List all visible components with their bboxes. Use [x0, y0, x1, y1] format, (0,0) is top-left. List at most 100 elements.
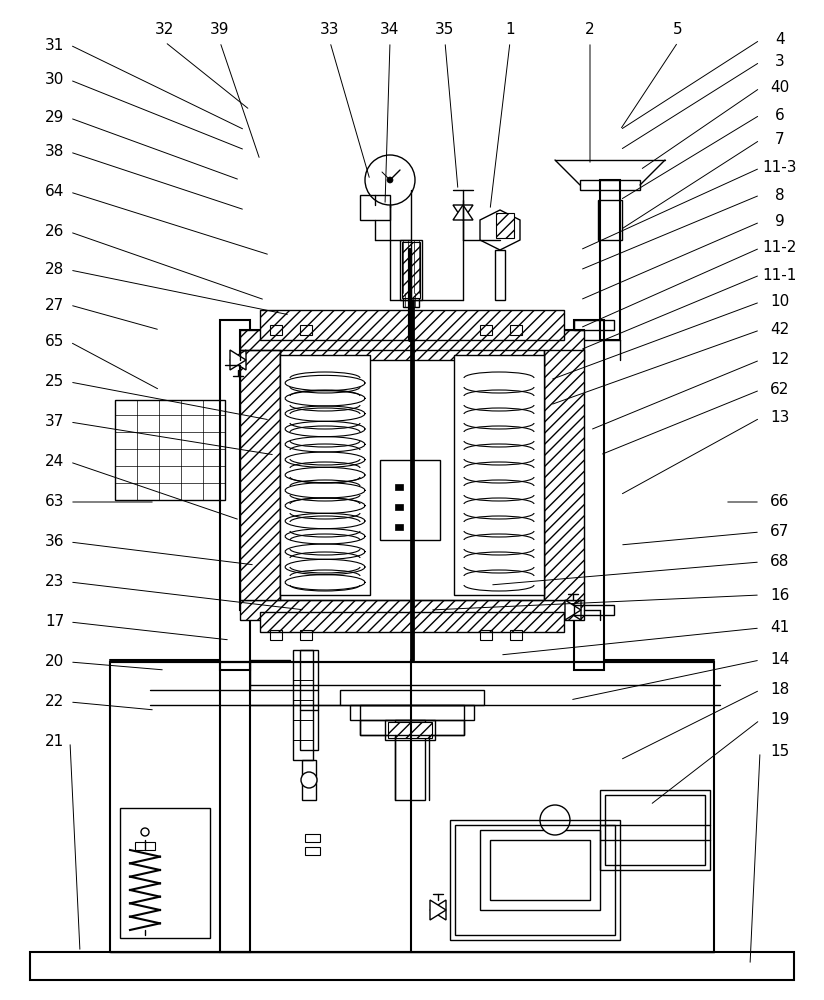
Text: 64: 64 — [45, 184, 65, 200]
Bar — [395, 484, 403, 490]
Polygon shape — [453, 205, 473, 220]
Text: 29: 29 — [45, 110, 65, 125]
Text: 41: 41 — [770, 620, 789, 636]
Text: 38: 38 — [45, 144, 65, 159]
Text: 6: 6 — [775, 107, 785, 122]
Bar — [600, 790, 710, 870]
Bar — [220, 320, 250, 670]
Bar — [380, 460, 440, 540]
Bar — [454, 355, 544, 595]
Bar — [135, 842, 155, 850]
Bar — [598, 200, 622, 240]
Bar — [360, 720, 464, 735]
Bar — [385, 720, 435, 740]
Bar — [574, 320, 614, 330]
Bar — [360, 705, 464, 735]
Bar — [450, 820, 620, 940]
Bar — [480, 830, 600, 910]
Text: 42: 42 — [770, 322, 789, 338]
Polygon shape — [230, 350, 246, 370]
Text: 22: 22 — [45, 694, 64, 710]
Text: 35: 35 — [435, 22, 455, 37]
Text: 23: 23 — [45, 574, 65, 589]
Text: 19: 19 — [770, 712, 789, 728]
Text: 3: 3 — [775, 54, 785, 70]
Bar — [340, 690, 484, 705]
Text: 11-3: 11-3 — [763, 160, 798, 176]
Bar — [605, 795, 705, 865]
Bar — [402, 242, 420, 298]
Text: 66: 66 — [770, 494, 789, 510]
Bar — [240, 330, 584, 610]
Bar — [115, 400, 225, 500]
Bar — [544, 350, 584, 600]
Circle shape — [387, 177, 393, 183]
Bar — [305, 847, 320, 855]
Bar — [388, 722, 432, 738]
Text: 13: 13 — [770, 410, 789, 426]
Bar — [110, 662, 714, 952]
Bar — [574, 605, 614, 615]
Circle shape — [301, 772, 317, 788]
Bar — [455, 825, 615, 935]
Bar — [305, 834, 320, 842]
Polygon shape — [430, 900, 446, 920]
Text: 15: 15 — [770, 744, 789, 760]
Text: 16: 16 — [770, 587, 789, 602]
Bar — [395, 720, 425, 800]
Bar — [490, 840, 590, 900]
Bar — [30, 952, 794, 980]
Bar — [360, 195, 390, 220]
Text: 40: 40 — [770, 81, 789, 96]
Polygon shape — [430, 900, 446, 920]
Bar — [293, 650, 313, 760]
Bar — [300, 650, 318, 750]
Bar — [240, 600, 584, 620]
Polygon shape — [230, 350, 246, 370]
Bar — [480, 325, 492, 335]
Circle shape — [540, 805, 570, 835]
Text: 8: 8 — [775, 188, 784, 202]
Bar — [240, 350, 280, 600]
Polygon shape — [565, 600, 581, 620]
Bar — [260, 612, 564, 632]
Bar — [260, 310, 564, 340]
Text: 67: 67 — [770, 524, 789, 540]
Bar — [350, 705, 474, 720]
Text: 9: 9 — [775, 215, 785, 230]
Text: 11-1: 11-1 — [763, 267, 797, 282]
Text: 11-2: 11-2 — [763, 240, 797, 255]
Text: 10: 10 — [770, 294, 789, 310]
Text: 21: 21 — [45, 734, 64, 750]
Bar — [496, 213, 514, 238]
Text: 18: 18 — [770, 682, 789, 698]
Text: 20: 20 — [45, 654, 64, 670]
Text: 39: 39 — [210, 22, 230, 37]
Bar — [280, 350, 544, 600]
Circle shape — [141, 828, 149, 836]
Text: 62: 62 — [770, 382, 789, 397]
Text: 14: 14 — [770, 652, 789, 668]
Text: 31: 31 — [45, 37, 65, 52]
Text: 28: 28 — [45, 262, 64, 277]
Text: 5: 5 — [673, 22, 683, 37]
Text: 1: 1 — [505, 22, 515, 37]
Text: 26: 26 — [45, 225, 65, 239]
Bar — [580, 180, 640, 190]
Bar — [300, 325, 312, 335]
Text: 24: 24 — [45, 454, 64, 470]
Text: 7: 7 — [775, 132, 784, 147]
Bar — [574, 320, 604, 670]
Bar — [240, 330, 584, 360]
Text: 34: 34 — [381, 22, 400, 37]
Bar — [220, 662, 250, 952]
Text: 65: 65 — [45, 334, 65, 350]
Bar — [480, 630, 492, 640]
Bar — [510, 630, 522, 640]
Bar — [302, 760, 316, 800]
Text: 32: 32 — [155, 22, 175, 37]
Text: 12: 12 — [770, 353, 789, 367]
Text: 30: 30 — [45, 73, 65, 88]
Bar — [270, 630, 282, 640]
Text: 4: 4 — [775, 32, 784, 47]
